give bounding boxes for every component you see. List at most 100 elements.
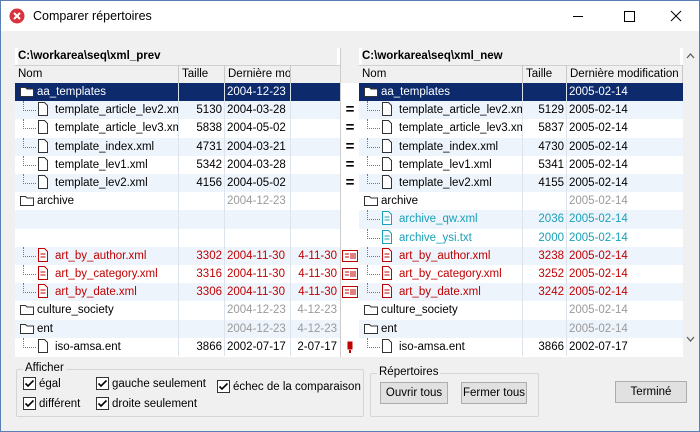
button[interactable]: Fermer tous bbox=[461, 382, 527, 404]
file-name: archive bbox=[381, 195, 419, 208]
column-header[interactable]: Taille bbox=[526, 65, 567, 83]
column-divider bbox=[566, 174, 567, 193]
file-row[interactable]: template_index.xml 4730 2005-02-14 bbox=[359, 137, 683, 156]
column-divider bbox=[566, 283, 567, 302]
file-row[interactable]: iso-amsa.ent 3866 2002-07-17 bbox=[359, 337, 683, 356]
done-button[interactable]: Terminé bbox=[615, 381, 687, 403]
file-size: 4730 bbox=[538, 140, 564, 153]
file-icon bbox=[37, 175, 49, 191]
button[interactable]: Ouvrir tous bbox=[380, 382, 448, 404]
file-row[interactable]: template_lev1.xml 5341 2005-02-14 bbox=[359, 155, 683, 174]
file-row[interactable]: aa_templates 2004-12-23 bbox=[15, 83, 340, 102]
column-header[interactable]: Nom bbox=[362, 65, 523, 83]
file-icon bbox=[37, 156, 49, 173]
column-divider bbox=[566, 137, 567, 156]
scrollbar[interactable] bbox=[683, 48, 698, 357]
file-row[interactable]: art_by_category.xml 3316 2004-11-30 4-11-30 bbox=[15, 265, 340, 284]
file-row[interactable]: archive 2005-02-14 bbox=[359, 192, 683, 211]
file-name: ent bbox=[37, 322, 53, 335]
file-name: iso-amsa.ent bbox=[55, 340, 121, 353]
tree-line bbox=[23, 174, 36, 185]
window-title: Comparer répertoires bbox=[33, 9, 152, 23]
file-date: 2005-02-14 bbox=[569, 177, 628, 189]
column-divider bbox=[290, 137, 291, 156]
file-row[interactable]: archive 2004-12-23 bbox=[15, 192, 340, 211]
file-row[interactable]: template_lev2.xml 4156 2004-05-02 bbox=[15, 174, 340, 193]
file-row[interactable]: ent 2005-02-14 bbox=[359, 319, 683, 338]
file-name: template_lev2.xml bbox=[55, 177, 148, 189]
column-divider bbox=[178, 319, 179, 338]
compare-fail-icon bbox=[347, 341, 353, 353]
checkbox[interactable]: gauche seulement bbox=[96, 377, 206, 393]
checkbox[interactable]: différent bbox=[23, 397, 80, 413]
column-divider bbox=[178, 337, 179, 356]
column-divider bbox=[178, 155, 179, 174]
file-date: 2005-02-14 bbox=[569, 122, 628, 135]
file-row[interactable] bbox=[15, 210, 340, 229]
file-row[interactable]: archive_ysi.txt 2000 2005-02-14 bbox=[359, 228, 683, 247]
file-row[interactable]: template_lev1.xml 5342 2004-03-28 bbox=[15, 155, 340, 174]
file-size: 4156 bbox=[196, 177, 222, 189]
file-icon bbox=[381, 247, 393, 264]
compare-result: = bbox=[345, 101, 355, 119]
column-divider bbox=[522, 210, 523, 229]
file-date: 2005-02-14 bbox=[569, 86, 628, 98]
file-date: 2005-02-14 bbox=[569, 140, 628, 153]
checkbox[interactable]: égal bbox=[23, 377, 61, 393]
file-row[interactable]: culture_society 2004-12-23 4-12-23 bbox=[15, 301, 340, 320]
column-divider bbox=[224, 192, 225, 211]
file-row[interactable]: template_lev2.xml 4155 2005-02-14 bbox=[359, 174, 683, 193]
column-header[interactable]: Dernière modification bbox=[570, 65, 683, 83]
window-controls[interactable] bbox=[561, 1, 699, 31]
file-name: aa_templates bbox=[37, 86, 107, 98]
file-row[interactable]: template_article_lev2.xml 5129 2005-02-14 bbox=[359, 101, 683, 120]
column-divider bbox=[224, 137, 225, 156]
file-icon bbox=[381, 138, 393, 155]
tree-line bbox=[23, 337, 36, 348]
column-divider bbox=[566, 83, 567, 102]
checkbox[interactable]: droite seulement bbox=[96, 397, 197, 413]
column-divider bbox=[522, 119, 523, 138]
file-icon bbox=[37, 338, 49, 355]
file-row[interactable]: archive_qw.xml 2036 2005-02-14 bbox=[359, 210, 683, 229]
file-date: 2004-05-02 bbox=[227, 177, 286, 189]
file-row[interactable]: art_by_author.xml 3238 2005-02-14 bbox=[359, 246, 683, 265]
file-row[interactable]: art_by_date.xml 3242 2005-02-14 bbox=[359, 283, 683, 302]
column-divider bbox=[522, 283, 523, 302]
file-row[interactable]: art_by_author.xml 3302 2004-11-30 4-11-30 bbox=[15, 246, 340, 265]
tree-line bbox=[23, 101, 36, 112]
column-divider bbox=[290, 192, 291, 211]
file-row[interactable]: culture_society 2005-02-14 bbox=[359, 301, 683, 320]
file-row[interactable]: ent 2004-12-23 4-12-23 bbox=[15, 319, 340, 338]
title-bar: Comparer répertoires bbox=[1, 1, 699, 31]
folder-icon bbox=[363, 321, 379, 337]
folder-icon bbox=[19, 193, 35, 209]
file-name: art_by_author.xml bbox=[399, 249, 491, 262]
column-header[interactable]: Nom bbox=[18, 65, 179, 83]
file-row[interactable]: iso-amsa.ent 3866 2002-07-17 2-07-17 bbox=[15, 337, 340, 356]
file-name: culture_society bbox=[37, 304, 114, 317]
column-header[interactable]: Dernière modification bbox=[228, 65, 291, 83]
file-icon bbox=[37, 120, 49, 136]
tree-line bbox=[367, 210, 380, 221]
file-date: 2002-07-17 bbox=[227, 340, 286, 353]
tree-line bbox=[23, 246, 36, 257]
column-divider bbox=[522, 192, 523, 211]
checkbox[interactable]: échec de la comparaison bbox=[217, 380, 361, 396]
column-header[interactable]: Taille bbox=[182, 65, 225, 83]
file-date: 2004-11-30 bbox=[227, 286, 285, 299]
file-row[interactable]: template_article_lev2.xml 5130 2004-03-28 bbox=[15, 101, 340, 120]
file-row[interactable]: art_by_category.xml 3252 2005-02-14 bbox=[359, 265, 683, 284]
file-date: 2004-12-23 bbox=[227, 322, 286, 335]
tree-line bbox=[367, 283, 380, 294]
file-row[interactable]: template_article_lev3.xml 5838 2004-05-02 bbox=[15, 119, 340, 138]
show-group: Afficher bbox=[16, 362, 364, 417]
file-row[interactable]: aa_templates 2005-02-14 bbox=[359, 83, 683, 102]
file-row[interactable]: template_article_lev3.xml 5837 2005-02-14 bbox=[359, 119, 683, 138]
column-divider bbox=[566, 337, 567, 356]
group-label: Afficher bbox=[23, 362, 66, 374]
file-row[interactable]: art_by_date.xml 3306 2004-11-30 4-11-30 bbox=[15, 283, 340, 302]
file-row[interactable] bbox=[15, 228, 340, 247]
file-row[interactable]: template_index.xml 4731 2004-03-21 bbox=[15, 137, 340, 156]
column-divider bbox=[290, 119, 291, 138]
